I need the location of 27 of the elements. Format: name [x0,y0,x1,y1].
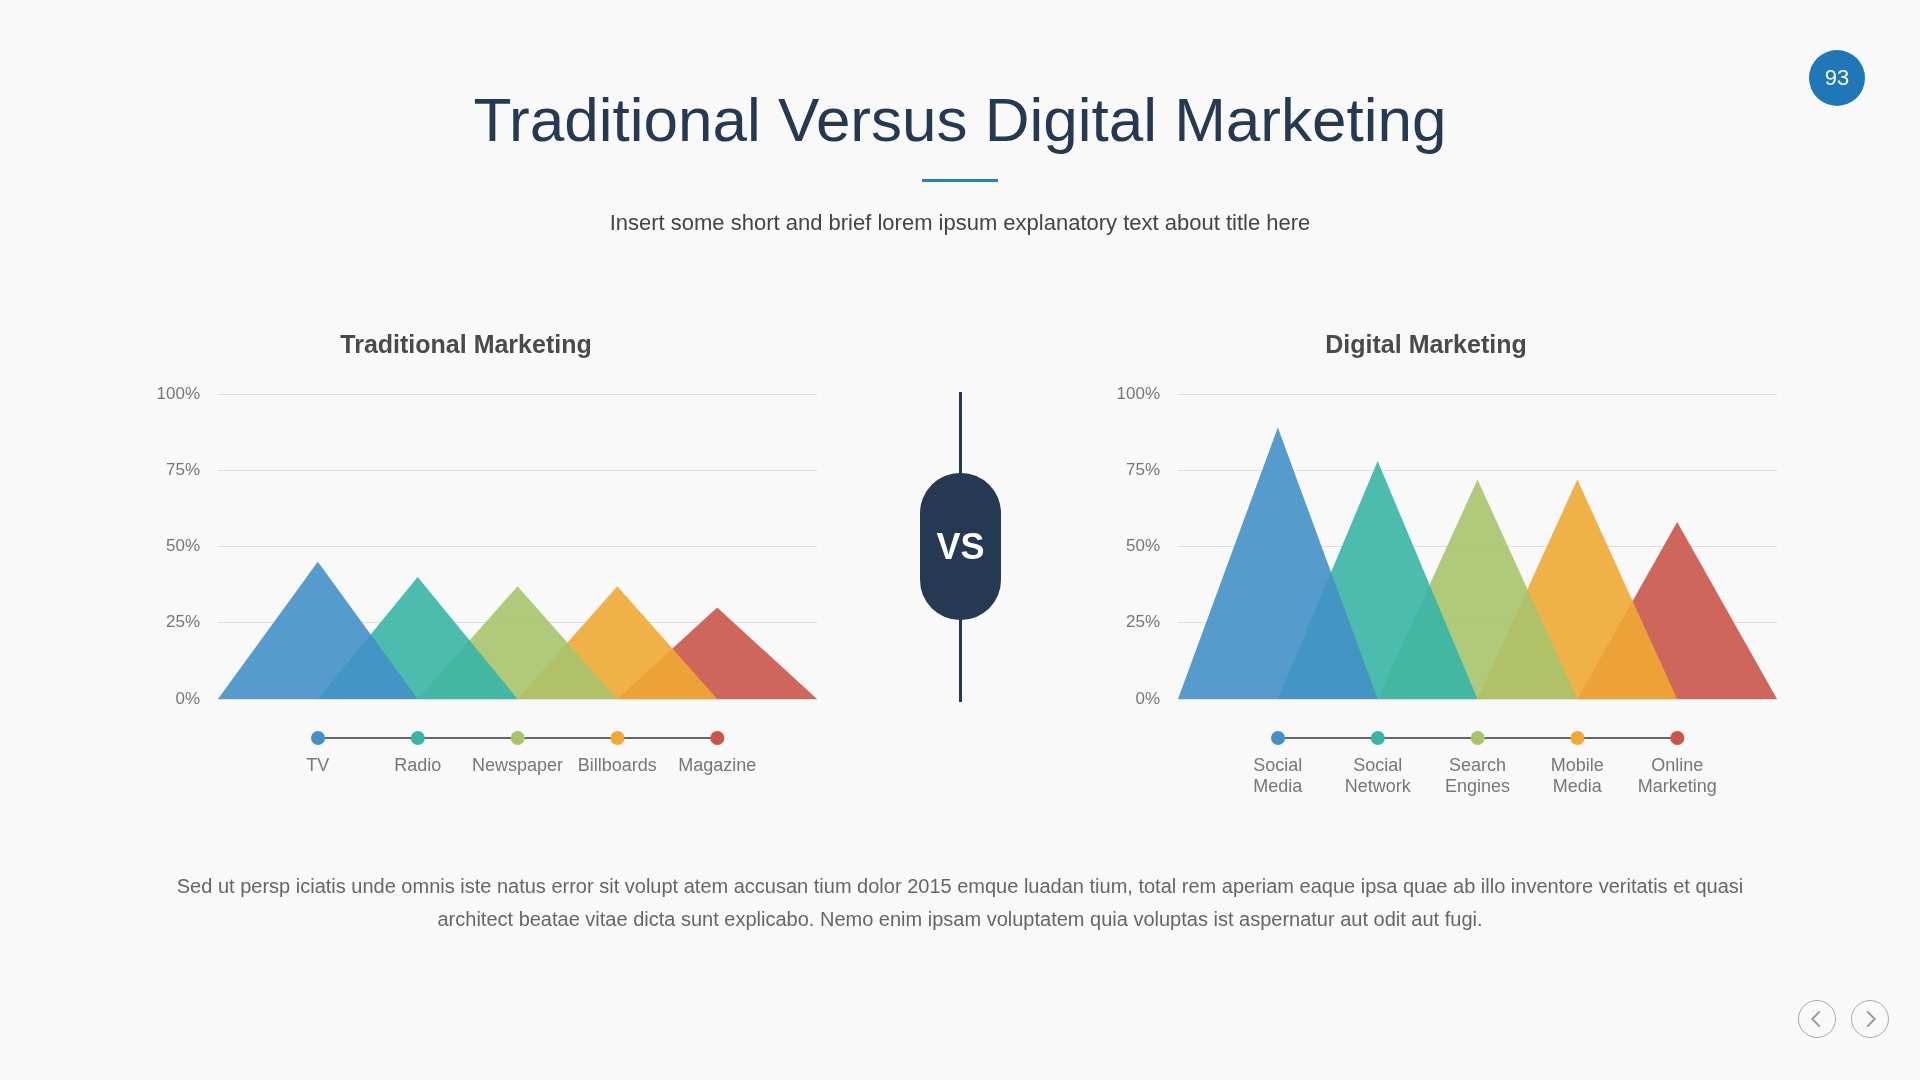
x-tick-label: Social Media [1253,754,1304,797]
text: Traditional Versus Digital Marketing [473,85,1447,154]
x-tick-label: Social Network [1344,754,1412,797]
y-tick-label: 100% [1116,383,1160,403]
text: Sed ut persp iciatis unde omnis iste natus error sit volupt atem accusan tium dolor 2015 emque luadan tium, total rem aperiam eaque ipsa quae ab illo inventore veritatis et quasi architect beatae vitae dicta sunt explicabo. Nemo enim ipsam voluptatem quia voluptas ist aspernatur aut odit aut fugi. [175,874,1745,932]
y-tick-label: 100% [156,383,200,403]
x-tick-label: Online Marketing [1637,754,1717,797]
x-tick-label: Mobile Media [1550,754,1604,797]
y-tick-label: 75% [1125,459,1160,479]
x-tick-label: Magazine [678,754,757,775]
text: VS [920,473,1001,620]
y-tick-label: 75% [165,459,200,479]
x-tick-label: Search Engines [1444,754,1511,797]
y-tick-label: 50% [1125,536,1160,556]
x-tick-label: Billboards [577,754,657,775]
y-tick-label: 0% [1135,688,1160,708]
x-tick-label: Radio [394,754,442,775]
chart-title: Digital Marketing [1325,330,1527,359]
y-tick-label: 25% [1125,612,1160,632]
x-tick-label: Newspaper [471,754,564,775]
y-tick-label: 50% [165,536,200,556]
text: Insert some short and brief lorem ipsum explanatory text about title here [608,210,1312,236]
y-tick-label: 25% [165,612,200,632]
x-tick-label: TV [306,754,330,775]
text: 93 [1809,50,1865,106]
y-tick-label: 0% [175,688,200,708]
chart-title: Traditional Marketing [340,330,592,359]
